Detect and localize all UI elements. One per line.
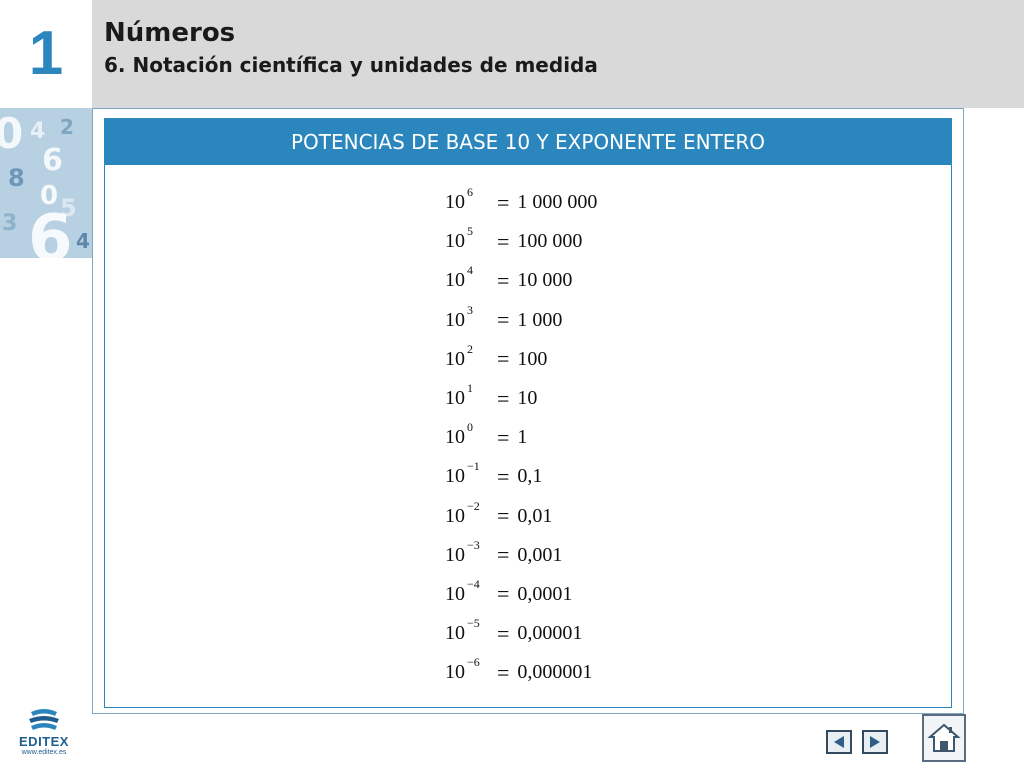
power-row: 10 3 = 1 000 — [445, 301, 597, 340]
svg-text:0: 0 — [40, 181, 58, 211]
triangle-right-icon — [870, 736, 880, 748]
power-row: 10 −1 = 0,1 — [445, 457, 597, 496]
power-base: 10 — [445, 387, 465, 410]
equals-sign: = — [497, 542, 510, 568]
power-row: 10 −6 = 0,000001 — [445, 653, 597, 692]
power-row: 10 1 = 10 — [445, 379, 597, 418]
svg-text:3: 3 — [2, 211, 17, 236]
power-base: 10 — [445, 661, 465, 684]
power-exponent: 0 — [467, 420, 473, 435]
house-icon — [927, 723, 961, 752]
power-exponent: −6 — [467, 655, 480, 670]
logo-url: www.editex.es — [21, 749, 67, 756]
svg-text:0: 0 — [0, 109, 23, 158]
svg-text:6: 6 — [42, 143, 63, 178]
power-value: 0,00001 — [517, 622, 583, 645]
power-value: 0,000001 — [517, 661, 593, 684]
equals-sign: = — [497, 659, 510, 685]
home-button[interactable] — [922, 714, 966, 762]
power-exponent: 2 — [467, 341, 473, 356]
power-base: 10 — [445, 504, 465, 527]
power-row: 10 4 = 10 000 — [445, 261, 597, 300]
svg-text:6: 6 — [28, 202, 73, 258]
svg-text:8: 8 — [8, 164, 25, 192]
power-value: 1 000 — [517, 308, 563, 331]
equals-sign: = — [497, 581, 510, 607]
power-exponent: −4 — [467, 576, 480, 591]
power-row: 10 2 = 100 — [445, 340, 597, 379]
power-exponent: 6 — [467, 185, 473, 200]
logo-name: EDITEX — [19, 734, 69, 749]
chapter-badge: 1 — [0, 0, 92, 108]
power-base: 10 — [445, 230, 465, 253]
svg-text:4: 4 — [76, 229, 90, 253]
power-base: 10 — [445, 347, 465, 370]
power-row: 10 −5 = 0,00001 — [445, 614, 597, 653]
equals-sign: = — [497, 463, 510, 489]
equals-sign: = — [497, 385, 510, 411]
power-value: 0,1 — [517, 465, 543, 488]
equals-sign: = — [497, 189, 510, 215]
power-base: 10 — [445, 622, 465, 645]
power-exponent: −1 — [467, 459, 480, 474]
power-exponent: 5 — [467, 224, 473, 239]
powers-list: 10 6 = 1 000 000 10 5 = 100 000 10 4 = 10 000 10 3… — [445, 183, 597, 692]
equals-sign: = — [497, 307, 510, 333]
power-base: 10 — [445, 191, 465, 214]
header-titles: Números 6. Notación científica y unidade… — [104, 18, 598, 77]
power-exponent: −5 — [467, 616, 480, 631]
power-row: 10 6 = 1 000 000 — [445, 183, 597, 222]
equals-sign: = — [497, 424, 510, 450]
power-base: 10 — [445, 426, 465, 449]
power-row: 10 5 = 100 000 — [445, 222, 597, 261]
page-subtitle: 6. Notación científica y unidades de med… — [104, 53, 598, 78]
previous-button[interactable] — [826, 730, 852, 754]
numbers-decorative-image: 0 4 2 6 8 0 5 3 6 4 — [0, 108, 92, 258]
triangle-left-icon — [834, 736, 844, 748]
power-row: 10 −4 = 0,0001 — [445, 575, 597, 614]
power-base: 10 — [445, 543, 465, 566]
power-value: 0,001 — [517, 543, 563, 566]
powers-panel: POTENCIAS DE BASE 10 Y EXPONENTE ENTERO … — [104, 118, 952, 708]
power-base: 10 — [445, 465, 465, 488]
chapter-number: 1 — [28, 19, 64, 88]
svg-text:5: 5 — [60, 194, 77, 222]
header-band — [0, 0, 1024, 108]
page-title: Números — [104, 18, 236, 48]
power-value: 1 — [517, 426, 528, 449]
power-value: 0,01 — [517, 504, 553, 527]
next-button[interactable] — [862, 730, 888, 754]
power-value: 10 — [517, 387, 538, 410]
power-value: 10 000 — [517, 269, 573, 292]
editex-logo-icon — [29, 709, 59, 730]
power-base: 10 — [445, 269, 465, 292]
power-value: 100 000 — [517, 230, 583, 253]
power-row: 10 −2 = 0,01 — [445, 497, 597, 536]
equals-sign: = — [497, 346, 510, 372]
equals-sign: = — [497, 503, 510, 529]
power-exponent: 3 — [467, 302, 473, 317]
power-value: 0,0001 — [517, 582, 573, 605]
equals-sign: = — [497, 267, 510, 293]
equals-sign: = — [497, 620, 510, 646]
power-row: 10 0 = 1 — [445, 418, 597, 457]
power-value: 100 — [517, 347, 548, 370]
power-exponent: −3 — [467, 537, 480, 552]
power-value: 1 000 000 — [517, 191, 598, 214]
panel-title: POTENCIAS DE BASE 10 Y EXPONENTE ENTERO — [105, 119, 951, 165]
power-base: 10 — [445, 308, 465, 331]
svg-text:2: 2 — [60, 115, 74, 139]
equals-sign: = — [497, 228, 510, 254]
power-exponent: −2 — [467, 498, 480, 513]
power-exponent: 4 — [467, 263, 473, 278]
svg-text:4: 4 — [30, 119, 45, 144]
power-base: 10 — [445, 582, 465, 605]
power-exponent: 1 — [467, 381, 473, 396]
power-row: 10 −3 = 0,001 — [445, 536, 597, 575]
editex-logo: EDITEX www.editex.es — [12, 708, 76, 764]
